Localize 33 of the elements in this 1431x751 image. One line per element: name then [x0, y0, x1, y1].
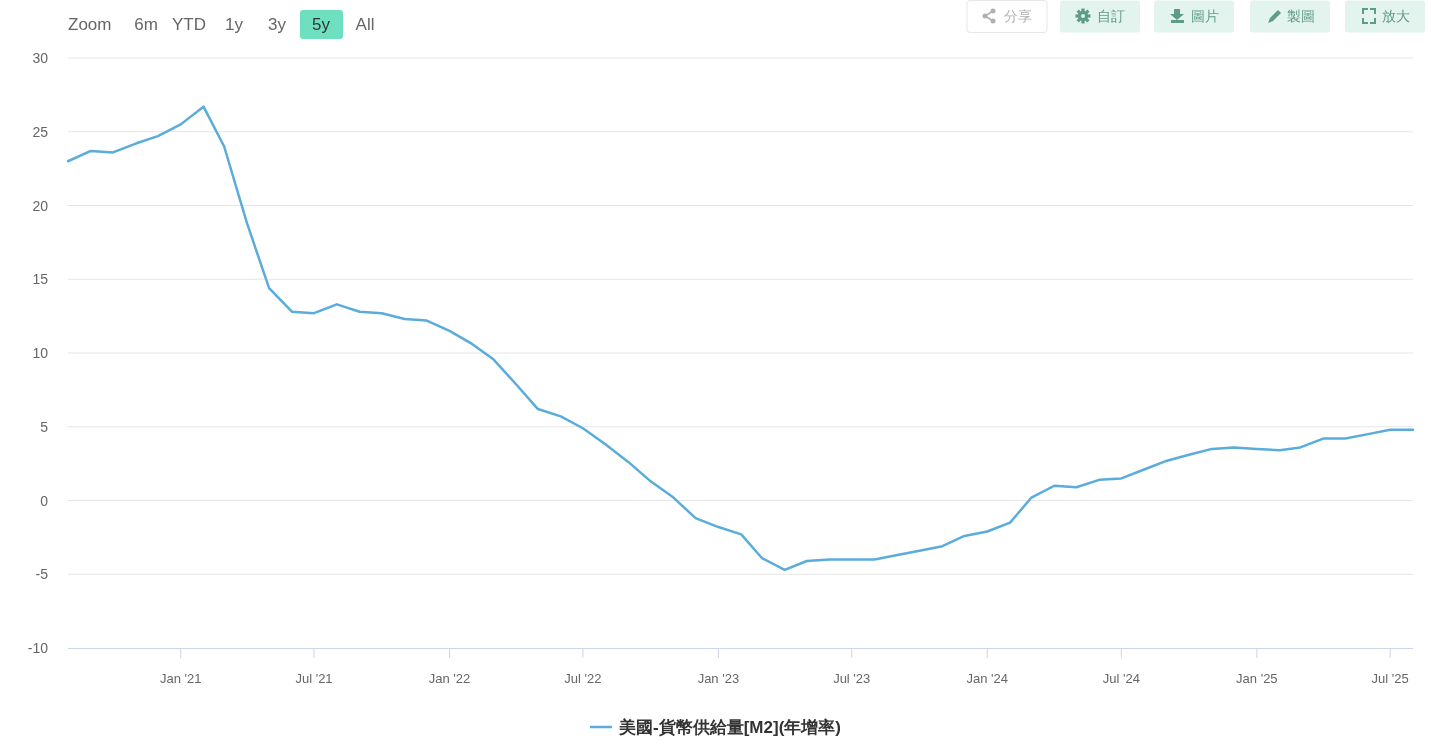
y-tick-label: 15: [32, 271, 49, 288]
x-tick-label: Jul '23: [833, 671, 871, 686]
text: 5y: [312, 15, 331, 34]
text: 放大: [1382, 8, 1410, 24]
text: 3y: [268, 15, 287, 34]
x-tick-label: Jan '24: [966, 671, 1009, 686]
text: All: [355, 15, 375, 34]
y-tick-label: 20: [32, 197, 49, 214]
y-tick-label: 10: [32, 345, 49, 361]
text: 圖片: [1191, 8, 1219, 24]
y-tick-label: 30: [32, 50, 49, 66]
y-tick-label: 5: [40, 418, 49, 435]
x-tick-label: Jul '24: [1102, 671, 1140, 686]
x-tick-label: Jul '22: [564, 671, 602, 686]
text: 6m: [134, 15, 158, 34]
text: 自訂: [1097, 8, 1125, 24]
x-tick-label: Jul '25: [1371, 671, 1409, 686]
y-tick-label: -10: [27, 640, 49, 656]
y-tick-label: 0: [40, 492, 49, 509]
x-tick-label: Jan '25: [1236, 671, 1278, 686]
text: YTD: [172, 15, 206, 34]
legend-label: 美國-貨幣供給量[M2](年增率): [618, 718, 841, 737]
line-series: [66, 105, 1415, 572]
text: 製圖: [1287, 8, 1315, 24]
x-tick-label: Jul '21: [295, 671, 333, 686]
y-tick-label: -5: [35, 566, 49, 583]
text: 分享: [1004, 8, 1032, 24]
x-tick-label: Jan '22: [428, 671, 471, 686]
y-tick-label: 25: [32, 123, 49, 140]
x-tick-label: Jan '23: [697, 671, 740, 686]
x-tick-label: Jan '21: [159, 671, 202, 686]
text: 1y: [225, 15, 244, 34]
text: Zoom: [68, 15, 112, 34]
